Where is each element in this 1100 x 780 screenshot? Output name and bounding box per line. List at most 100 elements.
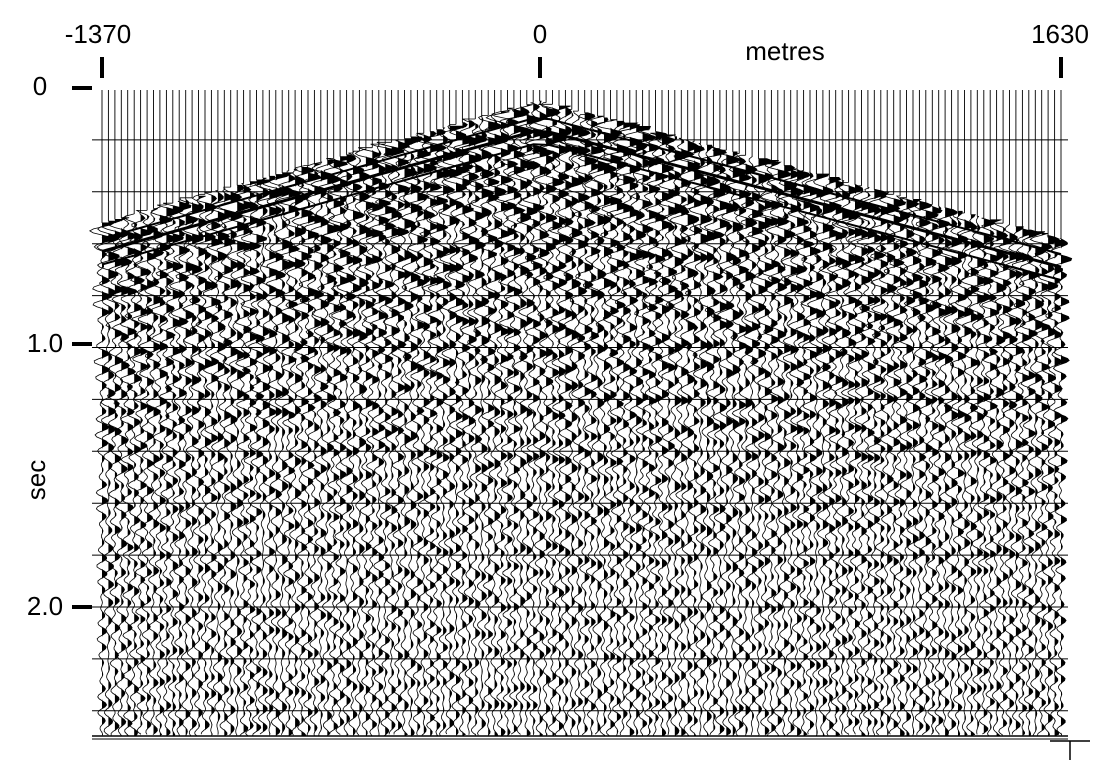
trace-wiggle bbox=[797, 171, 822, 735]
trace-wiggle bbox=[1005, 226, 1028, 735]
trace-positive-fill bbox=[629, 124, 642, 737]
trace-wiggle bbox=[622, 126, 651, 735]
trace-wiggle bbox=[919, 204, 943, 735]
horizontal-gridlines bbox=[92, 139, 1068, 712]
trace-positive-fill bbox=[327, 160, 341, 737]
trace-positive-fill bbox=[842, 180, 855, 737]
trace-wiggle bbox=[966, 216, 989, 735]
trace-positive-fill bbox=[707, 145, 720, 737]
trace-wiggle bbox=[611, 122, 639, 736]
trace-wiggle bbox=[770, 165, 798, 736]
trace-positive-fill bbox=[958, 211, 969, 737]
trace-positive-fill bbox=[1009, 224, 1021, 737]
trace-positive-fill bbox=[829, 177, 842, 737]
first-arrival-band bbox=[101, 143, 1062, 281]
trace-wiggle bbox=[952, 212, 975, 736]
x-axis: -1370 0 1630 metres bbox=[65, 19, 1089, 78]
trace-positive-fill bbox=[584, 112, 598, 737]
trace-positive-fill bbox=[810, 172, 822, 737]
trace-positive-fill bbox=[108, 221, 120, 737]
trace-positive-fill bbox=[996, 221, 1008, 737]
trace-positive-fill bbox=[719, 148, 732, 737]
trace-wiggle bbox=[255, 175, 283, 735]
trace-positive-fill bbox=[900, 196, 911, 737]
y-axis-label: sec bbox=[21, 460, 51, 500]
trace-wiggle bbox=[370, 143, 400, 737]
trace-wiggle bbox=[634, 129, 662, 737]
trace-wiggle bbox=[472, 115, 503, 736]
trace-wiggle bbox=[577, 114, 606, 735]
trace-wiggle bbox=[971, 217, 995, 735]
trace-wiggle bbox=[902, 199, 924, 736]
trace-positive-fill bbox=[694, 141, 705, 737]
trace-wiggle bbox=[174, 199, 199, 736]
y-tick-label-0: 0 bbox=[33, 71, 47, 101]
trace-wiggle bbox=[416, 131, 445, 736]
trace-wiggle bbox=[959, 214, 982, 735]
trace-wiggle bbox=[557, 107, 574, 736]
trace-wiggle bbox=[914, 202, 939, 736]
trace-positive-fill bbox=[102, 222, 115, 737]
trace-positive-fill bbox=[822, 175, 835, 737]
trace-wiggle bbox=[448, 122, 478, 735]
trace-wiggle bbox=[887, 195, 911, 737]
trace-wiggle bbox=[468, 116, 495, 736]
trace-positive-fill bbox=[552, 104, 567, 737]
trace-positive-fill bbox=[604, 117, 618, 737]
trace-wiggle bbox=[649, 132, 675, 736]
trace-positive-fill bbox=[945, 207, 958, 737]
trace-wiggle bbox=[102, 219, 126, 736]
trace-wiggle bbox=[421, 129, 449, 736]
trace-wiggle bbox=[455, 120, 484, 735]
trace-wiggle bbox=[863, 188, 889, 736]
trace-positive-fill bbox=[1003, 223, 1013, 737]
trace-wiggle bbox=[563, 110, 591, 736]
trace-positive-fill bbox=[636, 126, 651, 737]
trace-positive-fill bbox=[970, 214, 982, 737]
trace-wiggle bbox=[430, 127, 456, 737]
trace-positive-fill bbox=[1048, 235, 1060, 737]
trace-wiggle bbox=[531, 102, 561, 735]
trace-wiggle bbox=[302, 163, 328, 736]
trace-positive-fill bbox=[217, 190, 230, 737]
trace-wiggle bbox=[1018, 229, 1040, 737]
trace-wiggle bbox=[525, 100, 554, 736]
trace-positive-fill bbox=[275, 174, 290, 737]
trace-wiggle bbox=[842, 183, 868, 735]
trace-wiggle bbox=[984, 221, 1009, 736]
x-tick-label-left: -1370 bbox=[65, 19, 132, 49]
trace-wiggle bbox=[1043, 236, 1067, 735]
trace-wiggle bbox=[314, 159, 341, 735]
trace-positive-fill bbox=[790, 167, 804, 737]
y-tick-label-1: 1.0 bbox=[27, 328, 63, 358]
trace-wiggle bbox=[109, 217, 133, 736]
trace-wiggle bbox=[778, 166, 805, 736]
trace-wiggle bbox=[96, 220, 120, 736]
trace-positive-fill bbox=[262, 178, 271, 737]
trace-wiggle bbox=[149, 206, 173, 736]
trace-wiggle bbox=[327, 156, 357, 735]
trace-positive-fill bbox=[539, 101, 553, 737]
trace-positive-fill bbox=[314, 163, 327, 737]
trace-wiggle bbox=[88, 222, 116, 735]
trace-wiggle bbox=[725, 153, 753, 736]
trace-wiggle bbox=[1037, 234, 1060, 736]
trace-wiggle bbox=[615, 124, 643, 735]
trace-positive-fill bbox=[430, 131, 445, 737]
y-tick-label-2: 2.0 bbox=[27, 591, 63, 621]
trace-wiggle bbox=[485, 111, 514, 737]
scale-bar-icon bbox=[1050, 740, 1090, 760]
trace-positive-fill bbox=[365, 149, 380, 737]
trace-wiggle bbox=[571, 112, 599, 736]
trace-positive-fill bbox=[623, 123, 638, 737]
trace-wiggle bbox=[461, 118, 488, 736]
trace-wiggle bbox=[481, 113, 510, 736]
trace-wiggle bbox=[289, 167, 315, 736]
trace-positive-fill bbox=[906, 197, 919, 737]
trace-positive-fill bbox=[816, 174, 829, 737]
trace-positive-fill bbox=[797, 168, 811, 737]
trace-positive-fill bbox=[739, 153, 752, 737]
trace-wiggle bbox=[263, 174, 292, 735]
trace-wiggle bbox=[230, 183, 257, 736]
trace-positive-fill bbox=[610, 119, 623, 737]
